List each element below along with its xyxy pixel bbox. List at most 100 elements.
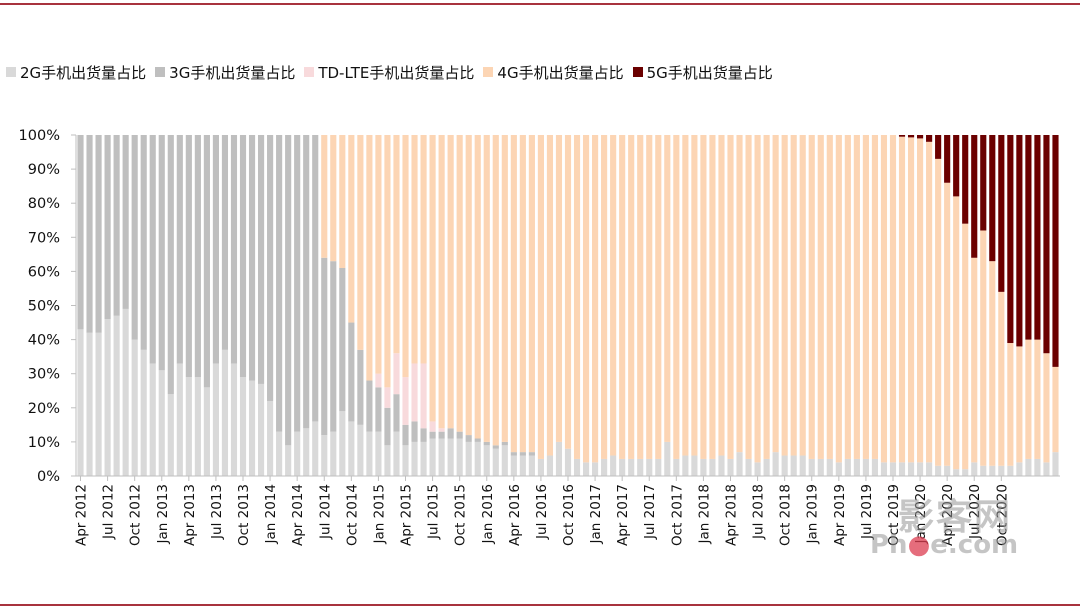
bar-segment-g2 [402, 445, 409, 476]
bar-segment-g3 [438, 431, 445, 439]
bar-segment-g3 [411, 421, 418, 442]
bar-segment-g3 [276, 135, 283, 432]
bar-segment-g3 [149, 135, 156, 364]
legend-swatch-g4 [483, 67, 494, 77]
bar-segment-g4 [944, 182, 951, 466]
bar-segment-g2 [86, 332, 93, 476]
bar-segment-g2 [239, 377, 247, 476]
bar-segment-g4 [348, 135, 355, 323]
bar-segment-g4 [492, 135, 499, 446]
x-tick-label: Oct 2012 [128, 484, 144, 546]
bar-segment-g2 [1052, 452, 1059, 476]
bar-segment-g2 [492, 448, 499, 476]
bar-segment-g3 [122, 135, 129, 309]
bar-segment-g2 [230, 363, 238, 476]
bar-segment-g3 [221, 135, 229, 350]
y-tick-label: 70% [28, 230, 60, 246]
bar-segment-g2 [889, 462, 897, 476]
bar-segment-g4 [330, 135, 337, 262]
bar-segment-g4 [709, 135, 716, 459]
bar-segment-g2 [718, 455, 725, 476]
bar-segment-g2 [1034, 458, 1041, 476]
x-tick-label: Jan 2015 [371, 484, 387, 544]
bar-segment-g2 [176, 363, 183, 476]
bar-segment-g4 [321, 135, 328, 258]
bar-segment-g5 [1052, 135, 1059, 367]
bar-segment-g4 [700, 135, 707, 459]
bar-segment-g2 [203, 387, 210, 476]
x-tick-label: Jul 2017 [642, 484, 658, 540]
bar-segment-g2 [682, 455, 689, 476]
bar-segment-g4 [889, 135, 897, 463]
y-tick-label: 100% [19, 128, 60, 144]
bar-segment-g4 [339, 135, 346, 268]
y-tick-label: 50% [28, 299, 60, 315]
bar-segment-g4 [1034, 339, 1041, 459]
bar-segment-g4 [998, 291, 1005, 466]
bar-segment-g2 [483, 445, 490, 476]
bar-segment-g2 [691, 455, 698, 476]
bar-segment-g2 [935, 465, 942, 476]
bar-segment-g4 [926, 141, 933, 463]
bar-segment-g2 [844, 458, 851, 476]
bar-segment-g2 [917, 462, 924, 476]
bar-segment-g2 [113, 315, 120, 476]
y-tick-label: 20% [28, 401, 60, 417]
bar-segment-g3 [375, 387, 382, 432]
bar-segment-g2 [871, 458, 879, 476]
bar-segment-g4 [465, 135, 472, 436]
bar-segment-g3 [348, 322, 355, 422]
bar-segment-g2 [763, 458, 770, 476]
legend-label-g4: 4G手机出货量占比 [497, 63, 624, 82]
bar-segment-g3 [104, 135, 111, 320]
legend-swatch-g2 [6, 67, 16, 77]
bar-segment-g5 [944, 135, 951, 183]
bar-segment-g3 [131, 135, 138, 340]
bar-segment-g4 [736, 135, 743, 453]
bar-segment-g4 [817, 135, 824, 459]
bar-segment-g2 [438, 438, 445, 476]
bar-segment-g4 [601, 135, 608, 459]
bar-segment-g3 [158, 135, 165, 371]
bar-segment-g4 [546, 135, 554, 456]
legend-label-g2: 2G手机出货量占比 [20, 63, 147, 82]
bar-segment-g2 [276, 431, 283, 476]
bar-segment-g2 [456, 438, 463, 476]
bar-segment-g4 [898, 136, 906, 463]
bar-segment-g2 [817, 458, 824, 476]
bar-segment-g3 [501, 441, 508, 446]
bar-segment-g4 [646, 135, 653, 459]
bar-segment-g3 [140, 135, 147, 350]
bar-segment-g4 [537, 135, 544, 459]
bar-segment-g4 [790, 135, 797, 456]
bar-segment-g2 [736, 452, 743, 476]
bar-segment-g2 [330, 431, 337, 476]
legend-item-tdlte: TD-LTE手机出货量占比 [304, 62, 474, 83]
bar-segment-g3 [330, 261, 337, 432]
bar-segment-g2 [907, 462, 915, 476]
bar-segment-g2 [321, 435, 328, 476]
legend-item-g3: 3G手机出货量占比 [155, 62, 295, 83]
bar-segment-g4 [592, 135, 599, 463]
bar-segment-g2 [971, 462, 978, 476]
bar-segment-g4 [907, 137, 915, 463]
bar-segment-g4 [528, 135, 535, 453]
bar-segment-tdlte [420, 363, 427, 429]
bar-segment-g3 [429, 431, 436, 439]
bar-segment-g2 [510, 455, 517, 476]
legend-item-g5: 5G手机出货量占比 [632, 62, 773, 83]
bar-segment-g2 [248, 380, 256, 476]
bar-segment-g4 [429, 135, 436, 422]
bar-segment-g4 [1043, 353, 1050, 463]
x-tick-label: Jul 2018 [751, 484, 767, 540]
x-tick-label: Jul 2015 [426, 484, 442, 540]
bar-segment-g3 [456, 431, 463, 439]
bar-segment-g5 [998, 135, 1005, 292]
bar-segment-g3 [303, 135, 310, 429]
bar-segment-g2 [1007, 465, 1014, 476]
bar-segment-g4 [781, 135, 788, 456]
bar-segment-g3 [339, 267, 346, 412]
bar-segment-g4 [682, 135, 689, 456]
bar-segment-g2 [989, 465, 996, 476]
bar-segment-g2 [375, 431, 382, 476]
